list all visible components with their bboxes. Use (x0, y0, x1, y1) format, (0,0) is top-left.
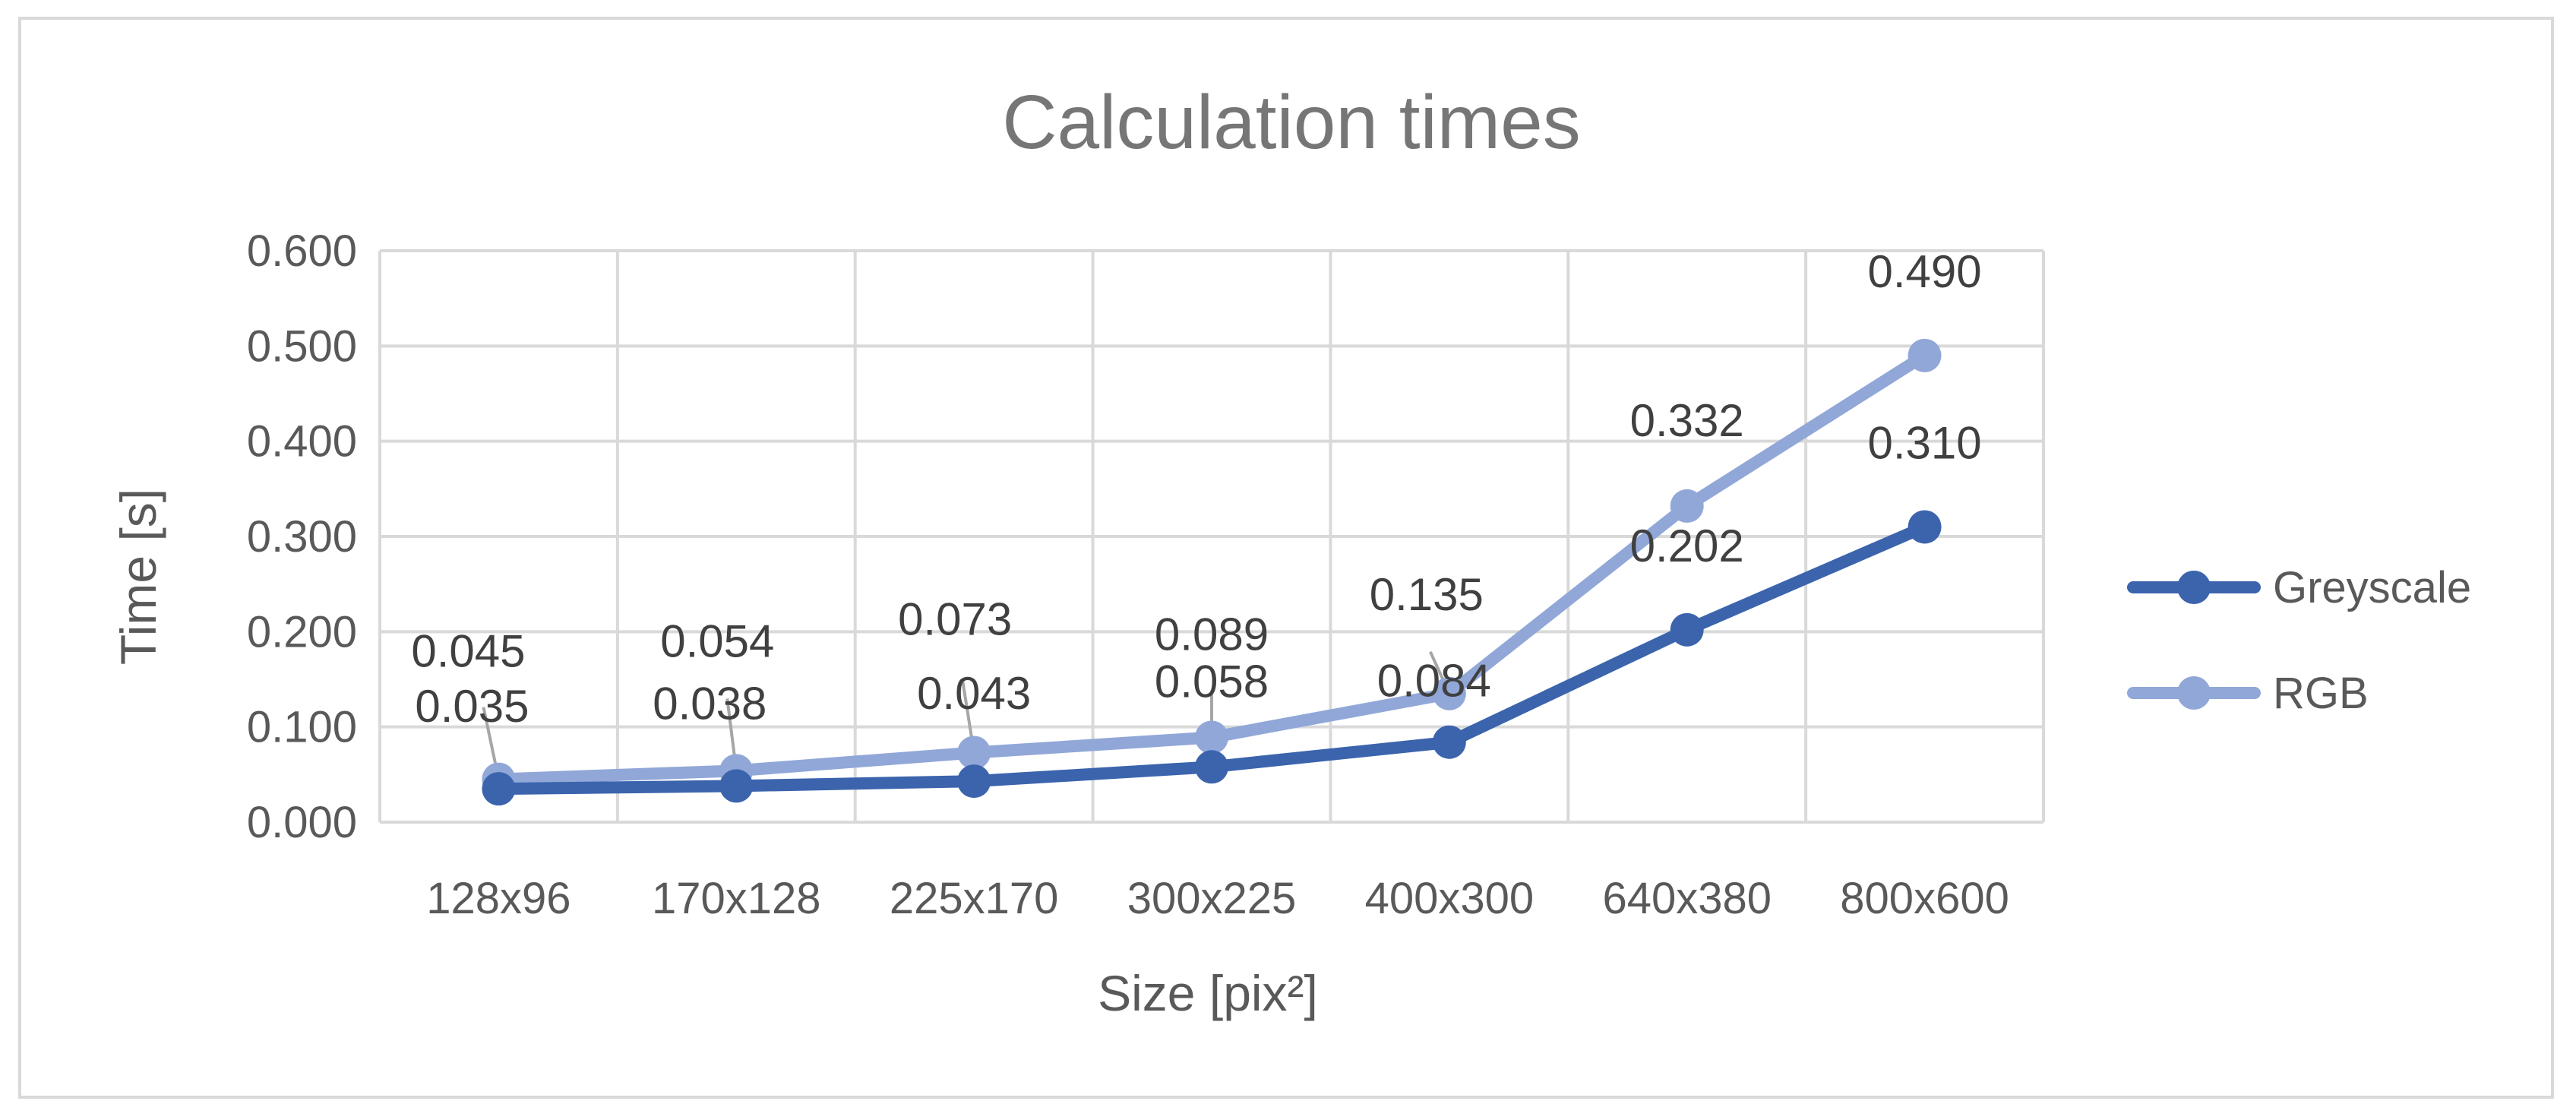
data-label-rgb: 0.054 (660, 615, 774, 666)
y-tick-label: 0.200 (247, 607, 357, 656)
x-tick-label: 640x380 (1602, 874, 1772, 923)
data-label-greyscale: 0.310 (1867, 417, 1981, 468)
data-point-rgb (1908, 338, 1942, 372)
gridlines (378, 249, 2045, 824)
data-point-rgb (957, 736, 991, 770)
data-label-rgb: 0.332 (1630, 395, 1744, 446)
data-point-rgb (1195, 720, 1228, 755)
data-label-greyscale: 0.035 (415, 681, 529, 732)
x-tick-label: 170x128 (652, 874, 821, 923)
data-point-greyscale (1908, 510, 1942, 544)
y-tick-label: 0.100 (247, 703, 357, 752)
y-tick-label: 0.400 (247, 417, 357, 467)
data-label-greyscale: 0.202 (1630, 520, 1744, 571)
chart-title: Calculation times (1002, 80, 1580, 165)
data-label-greyscale: 0.043 (917, 668, 1031, 719)
data-label-greyscale: 0.084 (1377, 656, 1491, 707)
data-point-greyscale (1432, 725, 1466, 759)
data-label-rgb: 0.045 (411, 626, 525, 677)
data-labels: 0.035 0.038 0.043 0.058 0.084 0.202 0.310 0.045… (411, 246, 1981, 732)
data-point-greyscale (482, 772, 516, 806)
x-tick-label: 225x170 (890, 874, 1059, 923)
data-label-greyscale: 0.038 (653, 678, 766, 729)
legend-marker-greyscale (2177, 571, 2211, 604)
data-point-greyscale (1195, 750, 1228, 784)
data-label-greyscale: 0.058 (1155, 656, 1269, 707)
data-point-rgb (1432, 676, 1466, 710)
data-point-rgb (1670, 489, 1704, 523)
x-tick-label: 800x600 (1840, 874, 2009, 923)
data-point-greyscale (719, 769, 754, 803)
x-tick-label: 400x300 (1365, 874, 1535, 923)
y-tick-label: 0.600 (247, 226, 357, 276)
legend: Greyscale RGB (2127, 563, 2471, 718)
x-tick-label: 128x96 (426, 874, 571, 923)
y-tick-label: 0.300 (247, 512, 357, 562)
data-point-greyscale (1670, 612, 1704, 647)
y-axis-title: Time [s] (110, 489, 166, 665)
x-axis-ticks: 128x96 170x128 225x170 300x225 400x300 640x38… (426, 874, 2009, 923)
legend-label-greyscale: Greyscale (2273, 563, 2471, 612)
data-label-rgb: 0.135 (1370, 569, 1484, 620)
data-point-greyscale (957, 764, 991, 799)
y-axis-ticks: 0.000 0.100 0.200 0.300 0.400 0.500 0.600 (247, 226, 357, 847)
data-label-rgb: 0.073 (898, 594, 1012, 645)
data-label-rgb: 0.089 (1155, 609, 1269, 660)
y-tick-label: 0.000 (247, 798, 357, 847)
x-tick-label: 300x225 (1127, 874, 1297, 923)
y-tick-label: 0.500 (247, 321, 357, 371)
data-label-rgb: 0.490 (1867, 246, 1981, 297)
legend-marker-rgb (2177, 676, 2211, 710)
chart-frame (18, 17, 2554, 1099)
series-lines (482, 338, 1942, 806)
legend-label-rgb: RGB (2273, 669, 2369, 718)
x-axis-title: Size [pix²] (1098, 965, 1318, 1021)
